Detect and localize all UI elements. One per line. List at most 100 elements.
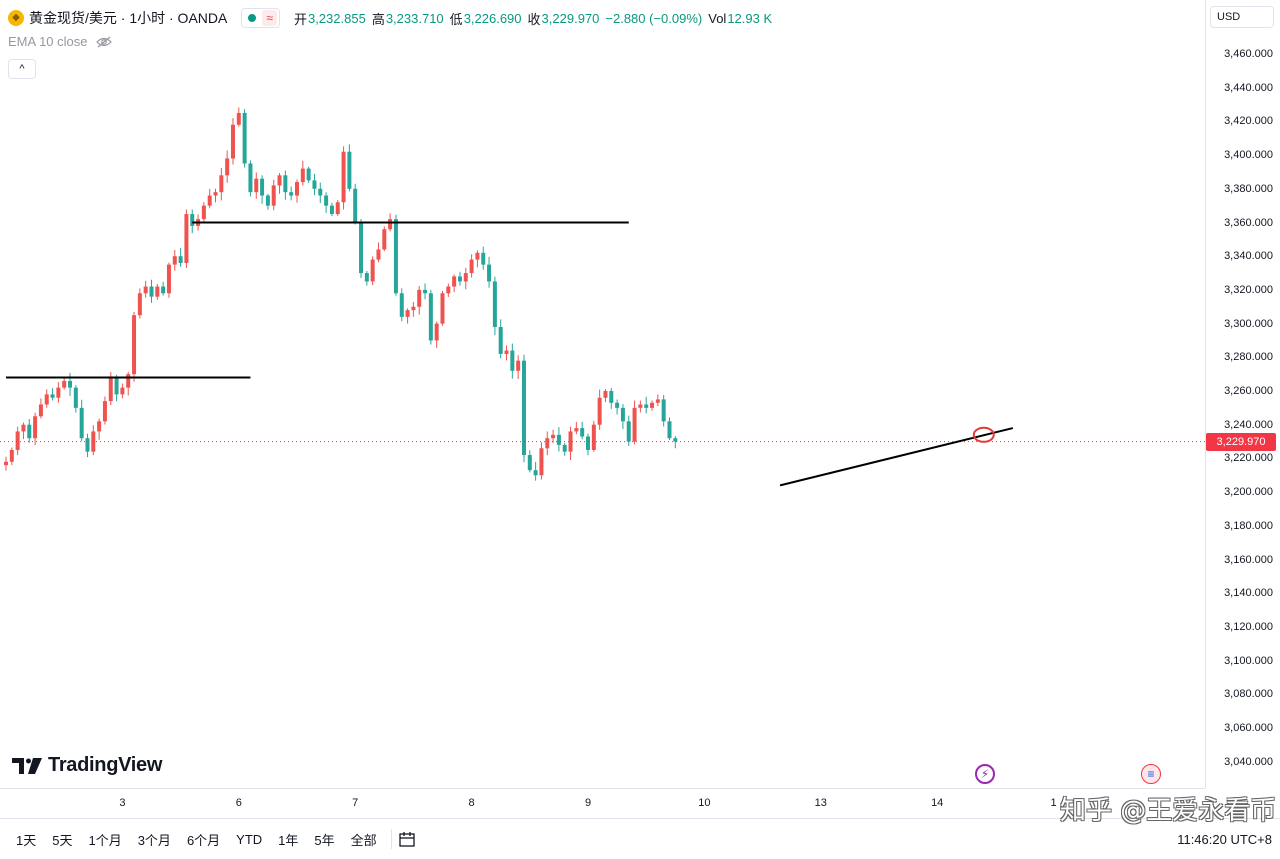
candle-up <box>597 397 602 425</box>
marker-circle[interactable] <box>972 426 995 443</box>
support-trendline[interactable] <box>779 427 1014 487</box>
candle-up <box>335 202 340 215</box>
price-tick-label: 3,440.000 <box>1224 81 1273 94</box>
tradingview-logo-icon <box>12 757 42 774</box>
time-tick-label: 1 <box>1050 797 1057 809</box>
logo-text: TradingView <box>48 754 163 776</box>
candle-up <box>230 124 235 159</box>
candle-up <box>62 380 67 388</box>
candle-up <box>341 151 346 203</box>
range-button-group: 1天 5天 1个月 3个月 6个月 YTD 1年 5年 全部 <box>8 819 416 859</box>
candle-down <box>68 380 73 388</box>
candle-down <box>364 273 369 282</box>
change-value: −2.880 (−0.09%) <box>605 10 703 26</box>
price-tick-label: 3,060.000 <box>1224 722 1273 734</box>
candle-up <box>21 424 26 432</box>
bottom-toolbar: 1天 5天 1个月 3个月 6个月 YTD 1年 5年 全部 11:46:20 UTC+8 <box>0 818 1280 859</box>
chart-pane[interactable] <box>0 0 1205 788</box>
candle-up <box>446 286 451 294</box>
date-range-calendar-icon[interactable] <box>398 830 416 848</box>
range-button[interactable]: 1天 <box>16 832 37 848</box>
time-axis[interactable]: 3 6 7 8 9 10 13 14 1 <box>0 788 1205 819</box>
candle-down <box>487 264 492 282</box>
range-button[interactable]: 全部 <box>350 832 377 848</box>
price-tick-label: 3,120.000 <box>1224 620 1273 633</box>
chevron-up-icon: ^ <box>19 63 25 75</box>
candle-down <box>329 205 334 215</box>
candle-up <box>370 259 375 282</box>
price-axis[interactable]: 3,460.000 3,440.000 3,420.000 3,400.000 3,38… <box>1205 0 1280 788</box>
candle-down <box>510 350 515 371</box>
candle-down <box>353 188 358 223</box>
candle-up <box>277 175 282 186</box>
range-button[interactable]: 5天 <box>52 832 73 848</box>
candle-down <box>527 455 532 471</box>
price-tick-label: 3,360.000 <box>1224 216 1273 229</box>
price-tick-label: 3,420.000 <box>1224 115 1273 128</box>
candle-down <box>318 188 323 196</box>
candle-up <box>574 428 579 432</box>
market-open-icon <box>248 14 257 22</box>
range-button[interactable]: 3个月 <box>137 832 171 848</box>
candle-up <box>568 431 573 452</box>
candle-down <box>190 214 195 226</box>
hidden-eye-icon[interactable] <box>95 36 112 48</box>
candle-down <box>661 399 666 422</box>
high-label: 高 <box>371 11 385 27</box>
price-tick-label: 3,180.000 <box>1224 519 1273 532</box>
candle-up <box>102 401 107 422</box>
candle-up <box>236 112 241 125</box>
range-button[interactable]: 5年 <box>314 832 335 848</box>
candle-up <box>38 404 43 417</box>
candle-down <box>50 394 55 398</box>
volume-label: Vol <box>708 10 727 26</box>
candle-up <box>638 404 643 408</box>
candle-up <box>108 377 113 402</box>
candle-down <box>556 434 561 445</box>
indicator-label[interactable]: EMA 10 close <box>8 34 88 49</box>
lightning-event-icon[interactable]: ⚡ <box>975 764 995 784</box>
currency-label: USD <box>1217 11 1241 23</box>
clock[interactable]: 11:46:20 UTC+8 <box>1177 831 1272 847</box>
candle-up <box>591 424 596 450</box>
candlestick-chart[interactable] <box>0 0 1205 788</box>
tradingview-logo[interactable]: TradingView <box>12 754 162 777</box>
range-button[interactable]: 1年 <box>278 832 299 848</box>
price-tick-label: 3,080.000 <box>1224 688 1273 701</box>
candle-down <box>312 180 317 189</box>
candle-up <box>33 416 38 439</box>
candle-up <box>56 387 61 398</box>
candle-up <box>603 391 608 398</box>
gold-symbol-icon[interactable]: ◆ <box>8 10 24 26</box>
time-tick-label: 10 <box>698 797 711 809</box>
currency-selector[interactable]: USD <box>1210 6 1274 28</box>
candle-down <box>667 421 672 439</box>
indicator-legend[interactable]: EMA 10 close <box>8 34 112 49</box>
symbol-title[interactable]: 黄金现货/美元 · 1小时 · OANDA <box>29 10 228 26</box>
range-button[interactable]: YTD <box>236 831 263 847</box>
candle-down <box>242 112 247 164</box>
symbol-legend: ◆ 黄金现货/美元 · 1小时 · OANDA ≈ 开 3,232.855 高 … <box>8 8 778 28</box>
candle-up <box>91 431 96 452</box>
last-price-tag: 3,229.970 <box>1206 432 1276 451</box>
candle-up <box>126 374 131 388</box>
us-economic-event-icon[interactable]: ≡ <box>1141 764 1161 784</box>
candle-up <box>434 323 439 341</box>
range-button[interactable]: 6个月 <box>186 832 221 848</box>
candle-down <box>533 470 538 476</box>
low-label: 低 <box>449 11 463 27</box>
time-tick-label: 13 <box>814 797 827 809</box>
open-label: 开 <box>293 11 307 27</box>
candle-up <box>452 276 457 287</box>
candle-up <box>120 387 125 395</box>
market-status[interactable]: ≈ <box>241 8 280 28</box>
watermark: 知乎 @王爱永看币 <box>1060 796 1277 826</box>
range-button[interactable]: 1个月 <box>88 832 122 848</box>
time-tick-label: 8 <box>468 797 475 809</box>
candle-down <box>626 421 631 442</box>
collapse-legend-button[interactable]: ^ <box>8 59 36 79</box>
candle-up <box>388 219 393 230</box>
candle-up <box>184 214 189 263</box>
price-tick-label: 3,380.000 <box>1224 182 1273 195</box>
price-tick-label: 3,300.000 <box>1224 317 1273 330</box>
